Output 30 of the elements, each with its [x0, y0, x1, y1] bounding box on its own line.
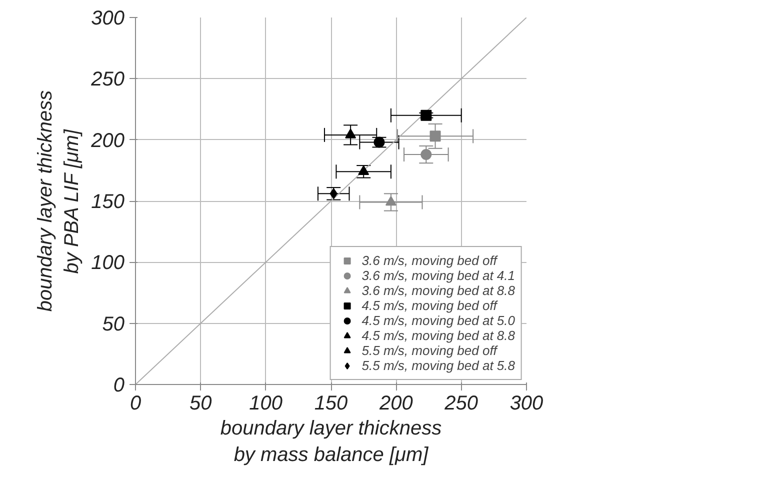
x-tick-label: 50	[190, 392, 212, 414]
legend-label: 4.5 m/s, moving bed at 5.0	[362, 313, 515, 328]
point	[420, 149, 432, 160]
legend-label: 4.5 m/s, moving bed at 8.8	[362, 328, 515, 343]
legend-label: 3.6 m/s, moving bed at 8.8	[362, 283, 515, 298]
y-axis-title: boundary layer thickness by PBA LIF [μm]	[34, 90, 84, 312]
x-axis-title: boundary layer thickness by mass balance [μm]	[220, 418, 442, 466]
x-tick-label: 250	[444, 392, 478, 414]
y-tick-label: 300	[91, 8, 125, 30]
point	[385, 196, 396, 206]
legend-label: 5.5 m/s, moving bed off	[362, 343, 497, 358]
point	[420, 110, 432, 121]
y-tick-label: 200	[90, 130, 125, 152]
x-tick-label: 300	[510, 392, 544, 414]
y-tick-label: 100	[91, 252, 125, 274]
point	[345, 128, 356, 138]
x-tick-label: 100	[249, 392, 283, 414]
y-tick-label: 0	[113, 374, 124, 396]
y-tick-label: 50	[102, 313, 125, 336]
y-tick-label: 150	[91, 191, 125, 213]
legend-label: 3.6 m/s, moving bed at 4.1	[362, 268, 515, 283]
y-tick-label: 250	[90, 68, 125, 91]
legend-label: 5.5 m/s, moving bed at 5.8	[362, 358, 515, 373]
x-tick-label: 150	[314, 392, 348, 414]
point	[430, 130, 441, 142]
point	[358, 165, 370, 176]
legend-label: 3.6 m/s, moving bed off	[362, 253, 497, 268]
legend-label: 4.5 m/s, moving bed off	[362, 298, 497, 313]
x-tick-label: 0	[130, 392, 142, 414]
x-tick-label: 200	[378, 392, 413, 414]
